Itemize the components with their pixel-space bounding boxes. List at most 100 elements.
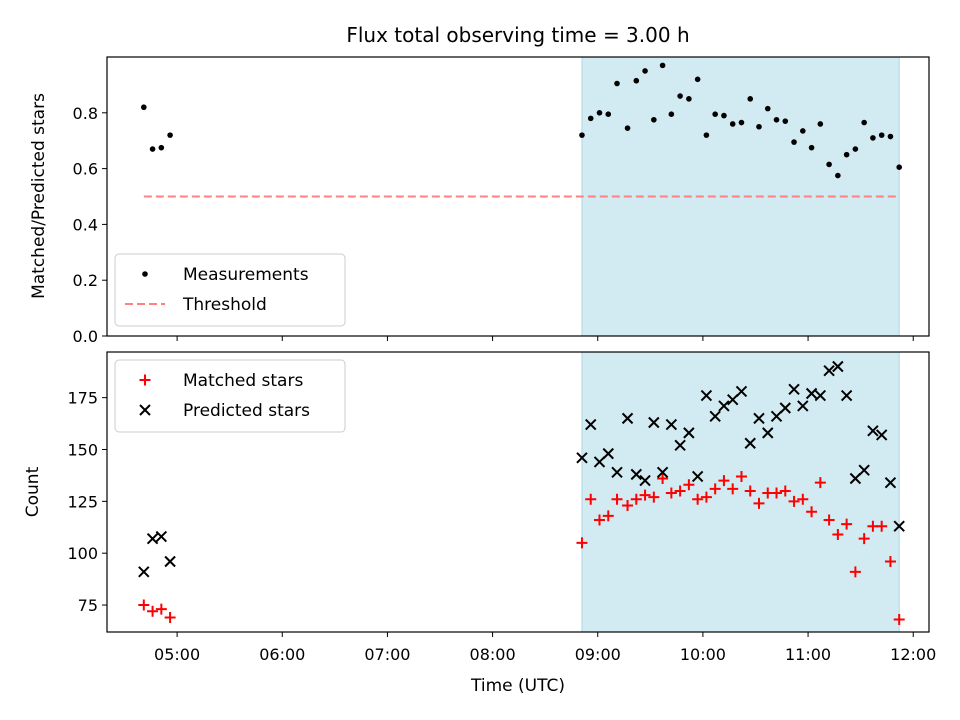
- y-tick-label: 0.2: [73, 271, 98, 290]
- matched-star-point: [593, 514, 605, 526]
- predicted-star-point: [735, 385, 748, 398]
- measurement-point: [686, 96, 692, 102]
- predicted-star-point: [602, 447, 614, 460]
- predicted-star-point: [674, 439, 686, 452]
- predicted-star-point: [805, 387, 818, 400]
- predicted-star-point: [814, 389, 827, 402]
- predicted-star-point: [700, 389, 713, 402]
- x-axis-label: Time (UTC): [470, 676, 565, 696]
- matched-star-point: [727, 483, 739, 495]
- measurement-point: [668, 111, 675, 117]
- x-tick-label: 06:00: [259, 645, 305, 664]
- predicted-star-point: [585, 418, 597, 431]
- measurement-point: [721, 112, 727, 119]
- predicted-star-point: [762, 427, 774, 439]
- measurement-point: [659, 62, 666, 69]
- matched-star-point: [683, 479, 695, 491]
- matched-star-point: [876, 520, 888, 532]
- legend-label: Threshold: [182, 295, 267, 315]
- y-tick-label: 100: [67, 544, 98, 563]
- matched-star-point: [147, 605, 159, 617]
- matched-star-point: [735, 470, 747, 482]
- matched-star-point: [884, 555, 896, 567]
- observing-window-shade: [581, 351, 900, 633]
- series-matched-stars: [138, 470, 905, 626]
- predicted-star-point: [718, 400, 730, 412]
- predicted-star-point: [726, 393, 739, 406]
- predicted-star-point: [656, 466, 669, 479]
- predicted-star-point: [648, 416, 660, 429]
- matched-star-point: [576, 537, 588, 549]
- measurement-point: [605, 111, 612, 117]
- measurement-point: [747, 96, 754, 102]
- y-tick-label: 75: [78, 596, 98, 615]
- predicted-star-point: [611, 466, 623, 479]
- matched-star-point: [744, 485, 756, 497]
- predicted-star-point: [709, 410, 721, 423]
- measurement-point: [756, 123, 762, 130]
- predicted-star-point: [788, 383, 800, 396]
- predicted-star-point: [858, 464, 870, 476]
- axes-frame: [106, 351, 930, 633]
- predicted-star-point: [146, 532, 159, 545]
- legend-label: Measurements: [183, 265, 309, 285]
- measurement-point: [633, 77, 640, 84]
- measurement-point: [694, 76, 701, 83]
- measurement-point: [896, 164, 903, 171]
- measurement-point: [782, 118, 789, 124]
- predicted-star-point: [630, 468, 643, 481]
- predicted-star-point: [770, 410, 783, 423]
- legend-label: Matched stars: [183, 371, 303, 391]
- predicted-star-point: [753, 412, 765, 425]
- measurement-point: [614, 80, 620, 87]
- axes-frame: [106, 56, 930, 337]
- x-tick-label: 11:00: [785, 645, 831, 664]
- legend-x-icon: [139, 404, 151, 416]
- matched-star-point: [832, 529, 844, 541]
- legend-plus-icon: [139, 374, 151, 386]
- measurement-point: [642, 68, 648, 74]
- predicted-star-point: [683, 427, 695, 439]
- measurement-point: [791, 139, 797, 145]
- measurement-point: [712, 111, 718, 117]
- measurement-point: [887, 133, 894, 140]
- predicted-star-point: [867, 425, 879, 437]
- matched-star-point: [155, 603, 167, 615]
- predicted-star-point: [840, 389, 853, 402]
- matched-star-point: [709, 483, 721, 495]
- matched-star-point: [611, 493, 623, 505]
- series-predicted-stars: [138, 360, 905, 578]
- legend-dot-icon: [142, 271, 148, 277]
- matched-star-point: [788, 495, 800, 507]
- y-tick-label: 150: [67, 440, 98, 459]
- measurement-point: [764, 105, 771, 112]
- measurement-point: [878, 132, 885, 138]
- matched-star-point: [622, 499, 634, 511]
- measurement-point: [826, 161, 832, 168]
- legend-label: Predicted stars: [183, 401, 310, 421]
- x-tick-label: 05:00: [154, 645, 200, 664]
- matched-star-point: [674, 485, 686, 497]
- x-tick-label: 10:00: [680, 645, 726, 664]
- y-tick-label: 0.6: [73, 160, 98, 179]
- matched-star-point: [797, 493, 809, 505]
- matched-star-point: [585, 493, 597, 505]
- measurement-point: [149, 146, 156, 152]
- predicted-star-point: [593, 456, 606, 468]
- matched-star-point: [700, 491, 712, 503]
- matched-star-point: [718, 475, 730, 487]
- matched-star-point: [665, 487, 677, 499]
- series-measurements: [141, 62, 903, 179]
- matched-star-point: [841, 518, 853, 530]
- matched-star-point: [648, 491, 660, 503]
- matched-star-point: [814, 477, 826, 489]
- measurement-point: [773, 116, 780, 123]
- predicted-star-point: [155, 530, 168, 543]
- ratio-y-axis-label: Matched/Predicted stars: [29, 93, 49, 299]
- matched-star-point: [779, 485, 791, 497]
- matched-star-point: [893, 614, 905, 626]
- measurement-point: [800, 128, 806, 134]
- y-tick-label: 0.8: [73, 104, 98, 123]
- measurement-point: [677, 93, 683, 99]
- measurement-point: [141, 104, 147, 111]
